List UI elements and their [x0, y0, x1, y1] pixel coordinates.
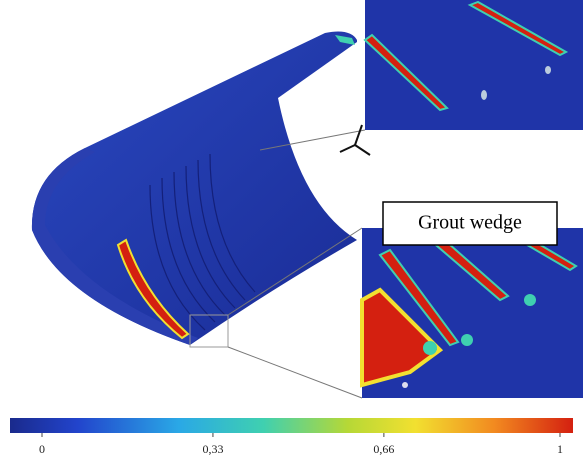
- colorbar-tick-label: 0,33: [202, 442, 223, 456]
- annotation: Grout wedge: [418, 212, 522, 234]
- inset-top: [365, 0, 583, 130]
- colorbar-tick-label: 1: [557, 442, 563, 456]
- colorbar-tick-label: 0,66: [373, 442, 394, 456]
- annotation-box: Grout wedge: [383, 202, 557, 245]
- colorbar-tick-label: 0: [39, 442, 45, 456]
- colorbar: [10, 418, 573, 433]
- figure: Grout wedge 0 0,33 0,66 1: [0, 0, 583, 457]
- inset-bottom: [362, 228, 583, 398]
- cylinder-model: [32, 32, 370, 398]
